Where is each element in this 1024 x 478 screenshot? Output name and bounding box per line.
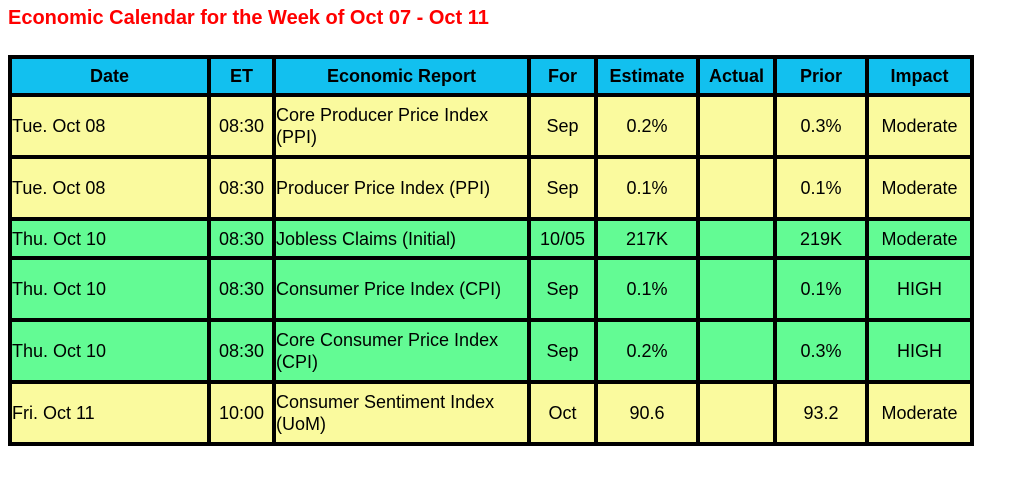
cell-actual [696, 256, 777, 322]
cell-prior: 0.3% [773, 93, 869, 159]
cell-actual [696, 93, 777, 159]
cell-prior: 93.2 [773, 380, 869, 446]
table-row: Tue. Oct 08 08:30 Core Producer Price In… [8, 93, 974, 159]
cell-date: Tue. Oct 08 [8, 93, 211, 159]
cell-et: 08:30 [207, 217, 276, 260]
cell-estimate: 0.1% [594, 256, 700, 322]
cell-estimate: 217K [594, 217, 700, 260]
cell-estimate: 0.2% [594, 93, 700, 159]
cell-et: 08:30 [207, 256, 276, 322]
cell-date: Thu. Oct 10 [8, 217, 211, 260]
cell-economic-report: Consumer Sentiment Index (UoM) [272, 380, 531, 446]
cell-et: 10:00 [207, 380, 276, 446]
cell-prior: 0.1% [773, 155, 869, 221]
cell-actual [696, 380, 777, 446]
header-cell-date: Date [8, 55, 211, 97]
header-cell-for: For [527, 55, 598, 97]
cell-date: Fri. Oct 11 [8, 380, 211, 446]
cell-prior: 0.1% [773, 256, 869, 322]
cell-estimate: 90.6 [594, 380, 700, 446]
cell-prior: 219K [773, 217, 869, 260]
cell-impact: Moderate [865, 155, 974, 221]
cell-date: Thu. Oct 10 [8, 256, 211, 322]
cell-actual [696, 217, 777, 260]
table-row: Tue. Oct 08 08:30 Producer Price Index (… [8, 155, 974, 221]
cell-impact: Moderate [865, 217, 974, 260]
table-row: Fri. Oct 11 10:00 Consumer Sentiment Ind… [8, 380, 974, 446]
header-cell-estimate: Estimate [594, 55, 700, 97]
header-cell-et: ET [207, 55, 276, 97]
cell-economic-report: Jobless Claims (Initial) [272, 217, 531, 260]
cell-date: Thu. Oct 10 [8, 318, 211, 384]
cell-for: Sep [527, 318, 598, 384]
table-row: Thu. Oct 10 08:30 Jobless Claims (Initia… [8, 217, 974, 260]
economic-calendar-page: Economic Calendar for the Week of Oct 07… [8, 7, 974, 446]
cell-et: 08:30 [207, 155, 276, 221]
header-cell-economic-report: Economic Report [272, 55, 531, 97]
cell-impact: Moderate [865, 93, 974, 159]
cell-for: Sep [527, 256, 598, 322]
cell-prior: 0.3% [773, 318, 869, 384]
cell-economic-report: Core Consumer Price Index (CPI) [272, 318, 531, 384]
cell-for: 10/05 [527, 217, 598, 260]
cell-estimate: 0.2% [594, 318, 700, 384]
header-cell-prior: Prior [773, 55, 869, 97]
cell-estimate: 0.1% [594, 155, 700, 221]
cell-actual [696, 155, 777, 221]
cell-impact: Moderate [865, 380, 974, 446]
cell-economic-report: Consumer Price Index (CPI) [272, 256, 531, 322]
economic-calendar-table: Date ET Economic Report For Estimate Act… [8, 55, 974, 446]
cell-impact: HIGH [865, 318, 974, 384]
page-title: Economic Calendar for the Week of Oct 07… [8, 7, 489, 29]
cell-impact: HIGH [865, 256, 974, 322]
table-row: Thu. Oct 10 08:30 Core Consumer Price In… [8, 318, 974, 384]
cell-economic-report: Producer Price Index (PPI) [272, 155, 531, 221]
header-cell-impact: Impact [865, 55, 974, 97]
table-row: Thu. Oct 10 08:30 Consumer Price Index (… [8, 256, 974, 322]
cell-date: Tue. Oct 08 [8, 155, 211, 221]
header-cell-actual: Actual [696, 55, 777, 97]
cell-et: 08:30 [207, 318, 276, 384]
cell-for: Oct [527, 380, 598, 446]
cell-et: 08:30 [207, 93, 276, 159]
cell-actual [696, 318, 777, 384]
cell-for: Sep [527, 155, 598, 221]
table-header-row: Date ET Economic Report For Estimate Act… [8, 55, 974, 97]
cell-economic-report: Core Producer Price Index (PPI) [272, 93, 531, 159]
cell-for: Sep [527, 93, 598, 159]
